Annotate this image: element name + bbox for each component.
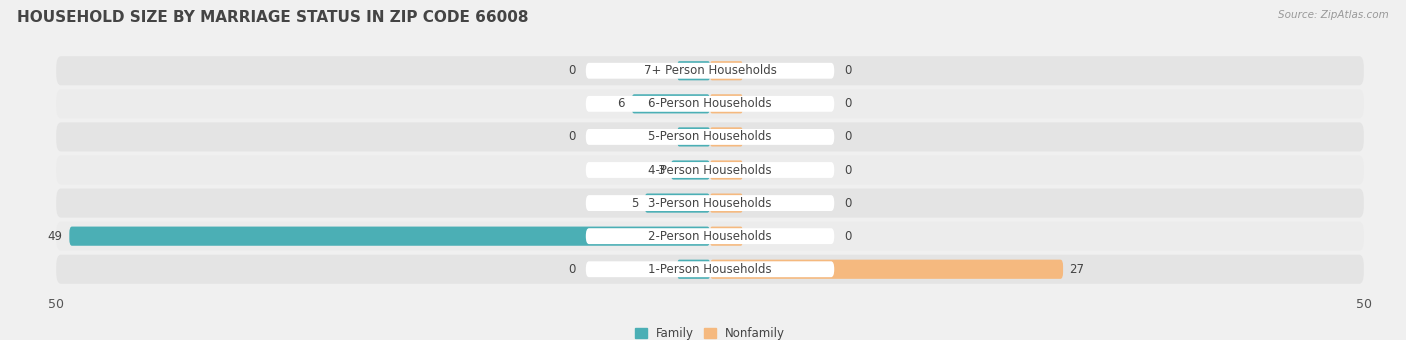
Text: HOUSEHOLD SIZE BY MARRIAGE STATUS IN ZIP CODE 66008: HOUSEHOLD SIZE BY MARRIAGE STATUS IN ZIP… bbox=[17, 10, 529, 25]
Text: 6-Person Households: 6-Person Households bbox=[648, 97, 772, 110]
Text: 0: 0 bbox=[568, 64, 575, 77]
Text: 7+ Person Households: 7+ Person Households bbox=[644, 64, 776, 77]
Text: 3-Person Households: 3-Person Households bbox=[648, 197, 772, 209]
Text: 0: 0 bbox=[845, 197, 852, 209]
Text: 4-Person Households: 4-Person Households bbox=[648, 164, 772, 176]
Text: 0: 0 bbox=[845, 131, 852, 143]
FancyBboxPatch shape bbox=[710, 94, 742, 114]
Text: 0: 0 bbox=[568, 131, 575, 143]
FancyBboxPatch shape bbox=[56, 56, 1364, 85]
FancyBboxPatch shape bbox=[69, 226, 710, 246]
FancyBboxPatch shape bbox=[710, 260, 1063, 279]
Text: 0: 0 bbox=[845, 97, 852, 110]
Text: 27: 27 bbox=[1070, 263, 1084, 276]
FancyBboxPatch shape bbox=[710, 193, 742, 213]
Text: 0: 0 bbox=[845, 230, 852, 243]
FancyBboxPatch shape bbox=[56, 89, 1364, 118]
Text: 5: 5 bbox=[631, 197, 638, 209]
FancyBboxPatch shape bbox=[710, 160, 742, 180]
FancyBboxPatch shape bbox=[586, 228, 834, 244]
FancyBboxPatch shape bbox=[710, 127, 742, 147]
FancyBboxPatch shape bbox=[678, 127, 710, 147]
Legend: Family, Nonfamily: Family, Nonfamily bbox=[636, 327, 785, 340]
FancyBboxPatch shape bbox=[644, 193, 710, 213]
Text: 49: 49 bbox=[48, 230, 63, 243]
Text: 0: 0 bbox=[845, 64, 852, 77]
FancyBboxPatch shape bbox=[586, 195, 834, 211]
FancyBboxPatch shape bbox=[586, 261, 834, 277]
FancyBboxPatch shape bbox=[56, 155, 1364, 185]
FancyBboxPatch shape bbox=[710, 226, 742, 246]
Text: 0: 0 bbox=[845, 164, 852, 176]
FancyBboxPatch shape bbox=[56, 188, 1364, 218]
Text: 1-Person Households: 1-Person Households bbox=[648, 263, 772, 276]
FancyBboxPatch shape bbox=[56, 222, 1364, 251]
FancyBboxPatch shape bbox=[586, 96, 834, 112]
Text: 0: 0 bbox=[568, 263, 575, 276]
FancyBboxPatch shape bbox=[586, 63, 834, 79]
FancyBboxPatch shape bbox=[56, 122, 1364, 152]
FancyBboxPatch shape bbox=[710, 61, 742, 80]
FancyBboxPatch shape bbox=[631, 94, 710, 114]
Text: Source: ZipAtlas.com: Source: ZipAtlas.com bbox=[1278, 10, 1389, 20]
FancyBboxPatch shape bbox=[586, 129, 834, 145]
FancyBboxPatch shape bbox=[671, 160, 710, 180]
FancyBboxPatch shape bbox=[678, 260, 710, 279]
Text: 5-Person Households: 5-Person Households bbox=[648, 131, 772, 143]
FancyBboxPatch shape bbox=[678, 61, 710, 80]
Text: 2-Person Households: 2-Person Households bbox=[648, 230, 772, 243]
Text: 3: 3 bbox=[657, 164, 664, 176]
Text: 6: 6 bbox=[617, 97, 626, 110]
FancyBboxPatch shape bbox=[586, 162, 834, 178]
FancyBboxPatch shape bbox=[56, 255, 1364, 284]
